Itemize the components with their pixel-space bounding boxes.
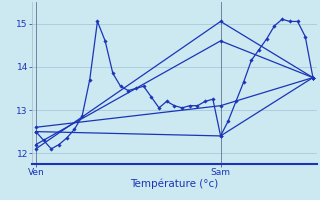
X-axis label: Température (°c): Température (°c)	[130, 179, 219, 189]
